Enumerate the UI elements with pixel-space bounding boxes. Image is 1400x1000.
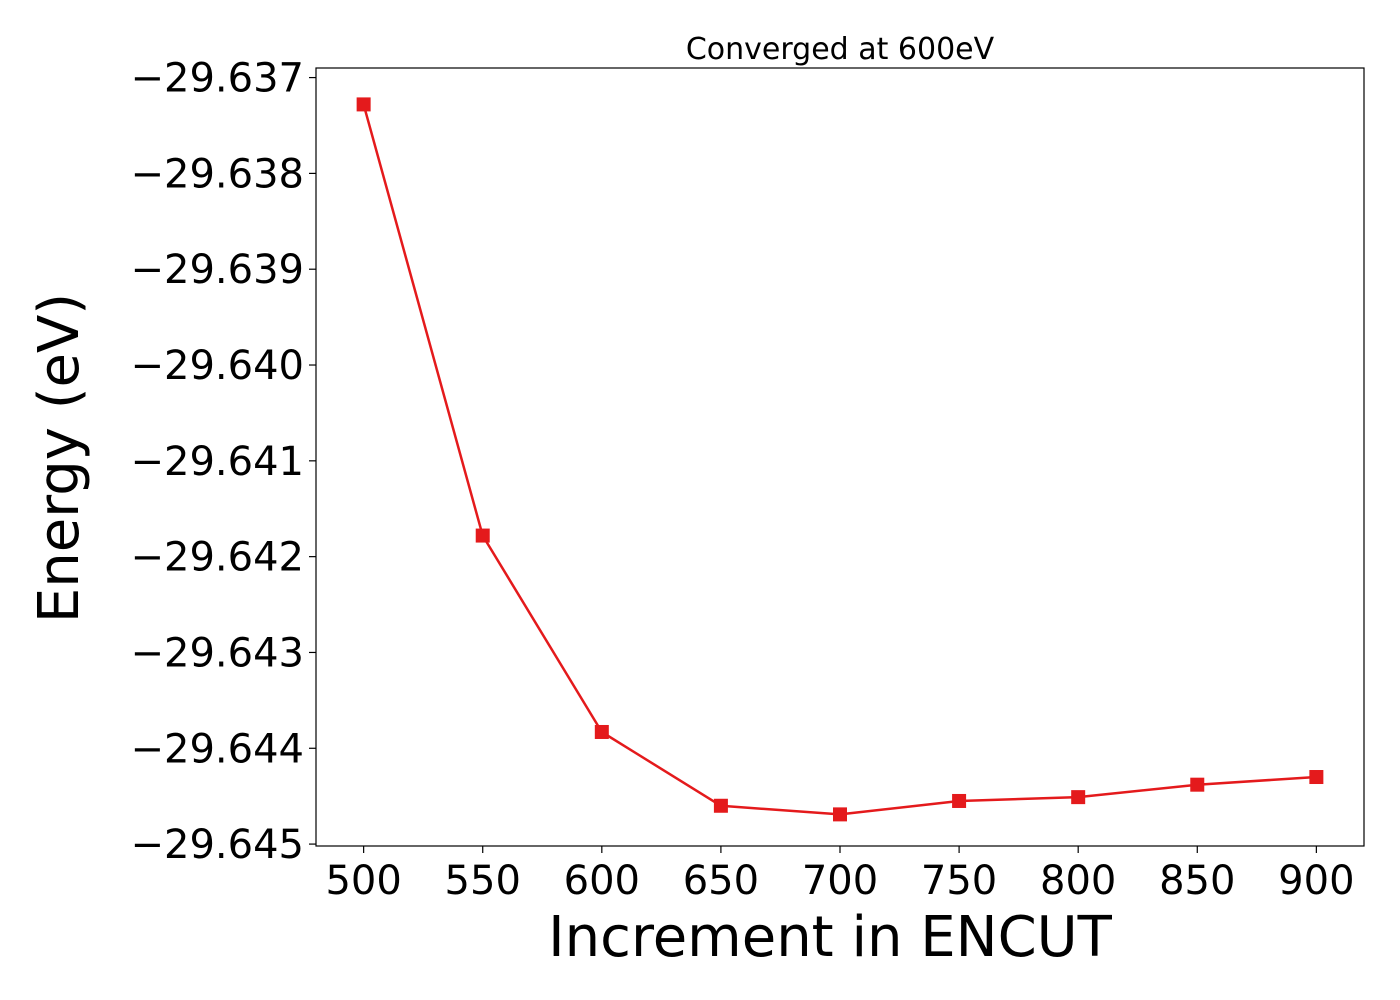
y-tick-label: −29.642 (131, 535, 304, 581)
data-point-marker (356, 97, 371, 112)
data-point-marker (1190, 777, 1205, 792)
y-tick-label: −29.641 (131, 439, 304, 485)
x-tick-label: 650 (683, 858, 759, 904)
data-point-marker (475, 528, 490, 543)
y-axis-title: Energy (eV) (27, 293, 92, 623)
x-tick-label: 800 (1040, 858, 1116, 904)
x-axis-title: Increment in ENCUT (548, 905, 1113, 970)
data-point-marker (952, 793, 967, 808)
series-layer (356, 97, 1324, 822)
plot-area-frame (315, 67, 1365, 847)
x-tick-label: 700 (802, 858, 878, 904)
data-point-marker (1071, 790, 1086, 805)
x-tick-label: 850 (1159, 858, 1235, 904)
y-axis: −29.637 −29.638 −29.639 −29.640 −29.641 −29.6… (131, 56, 316, 868)
data-point-marker (594, 724, 609, 739)
data-point-marker (1309, 770, 1324, 785)
y-tick-label: −29.640 (131, 343, 304, 389)
y-tick-label: −29.645 (131, 822, 304, 868)
x-tick-label: 900 (1278, 858, 1354, 904)
data-point-marker (713, 798, 728, 813)
x-tick-label: 500 (325, 858, 401, 904)
x-tick-label: 550 (445, 858, 521, 904)
data-point-marker (833, 807, 847, 822)
series-line (362, 104, 1317, 816)
x-tick-label: 600 (564, 858, 640, 904)
y-tick-label: −29.637 (131, 56, 304, 102)
y-tick-label: −29.643 (131, 630, 304, 676)
x-tick-label: 750 (921, 858, 997, 904)
y-tick-label: −29.639 (131, 247, 304, 293)
y-tick-label: −29.638 (131, 151, 304, 197)
chart-title: Converged at 600eV (686, 32, 995, 67)
x-axis: 500 550 600 650 700 750 800 850 900 (325, 846, 1355, 904)
y-tick-label: −29.644 (131, 726, 304, 772)
